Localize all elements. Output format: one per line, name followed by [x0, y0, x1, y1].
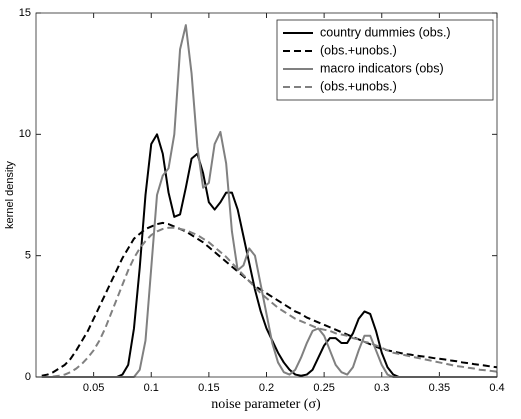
x-tick-label: 0.2 — [259, 382, 274, 394]
x-tick-label: 0.15 — [198, 382, 219, 394]
y-tick-label: 5 — [25, 250, 31, 262]
axes-box — [35, 12, 498, 378]
y-tick-label: 10 — [19, 128, 31, 140]
x-tick-label: 0.35 — [429, 382, 450, 394]
x-tick-label: 0.25 — [313, 382, 334, 394]
legend-label: country dummies (obs.) — [320, 25, 451, 39]
x-tick-label: 0.05 — [83, 382, 104, 394]
legend-label: (obs.+unobs.) — [320, 43, 397, 57]
x-tick-label: 0.4 — [489, 382, 504, 394]
legend-label: (obs.+unobs.) — [320, 79, 397, 93]
y-tick-label: 15 — [19, 7, 31, 19]
y-axis-label: kernel density — [4, 161, 16, 229]
line-series — [41, 221, 498, 377]
x-axis-label: noise parameter (σ) — [211, 397, 321, 412]
y-tick-label: 0 — [25, 371, 31, 383]
x-tick-label: 0.3 — [374, 382, 389, 394]
x-tick-label: 0.1 — [144, 382, 159, 394]
legend-label: macro indicators (obs) — [320, 61, 444, 75]
